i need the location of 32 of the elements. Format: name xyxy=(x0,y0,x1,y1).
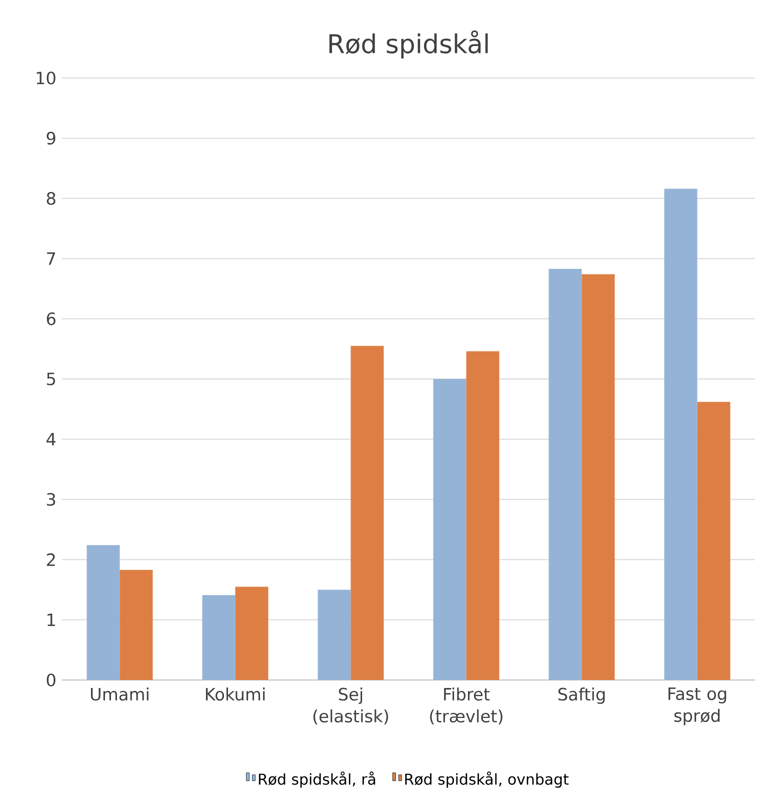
legend-label: Rød spidskål, ovnbagt xyxy=(405,771,569,788)
bar xyxy=(86,545,120,680)
bar xyxy=(120,570,153,680)
y-tick-label: 1 xyxy=(48,614,55,626)
chart-title: Rød spidskål xyxy=(329,30,488,58)
x-tick-label: Saftig xyxy=(558,688,605,704)
bar xyxy=(548,268,582,680)
bar xyxy=(466,351,500,680)
bar xyxy=(582,274,615,680)
bar xyxy=(697,402,730,680)
y-tick-label: 8 xyxy=(46,192,56,205)
x-tick-label: Umami xyxy=(90,688,148,701)
x-tick-label: Kokumi xyxy=(206,688,265,701)
bar xyxy=(235,586,268,680)
bar xyxy=(202,595,236,680)
y-tick-label: 9 xyxy=(46,132,56,145)
bar xyxy=(433,378,466,680)
bar xyxy=(318,590,351,680)
x-tick-label: Sej (elastisk) xyxy=(313,688,388,725)
x-tick-label: Fibret (trævlet) xyxy=(430,688,502,725)
y-tick-label: 2 xyxy=(46,553,55,566)
x-tick-label: Fast og sprød xyxy=(668,688,726,726)
y-tick-label: 10 xyxy=(36,72,56,84)
y-tick-label: 7 xyxy=(47,252,56,265)
y-tick-label: 6 xyxy=(46,312,56,326)
y-tick-label: 0 xyxy=(46,674,56,686)
legend-label: Rød spidskål, rå xyxy=(258,771,376,788)
y-tick-label: 3 xyxy=(47,492,56,506)
y-tick-label: 4 xyxy=(46,433,56,446)
y-tick-label: 5 xyxy=(47,372,55,386)
bar xyxy=(664,188,698,680)
bar xyxy=(350,346,384,680)
